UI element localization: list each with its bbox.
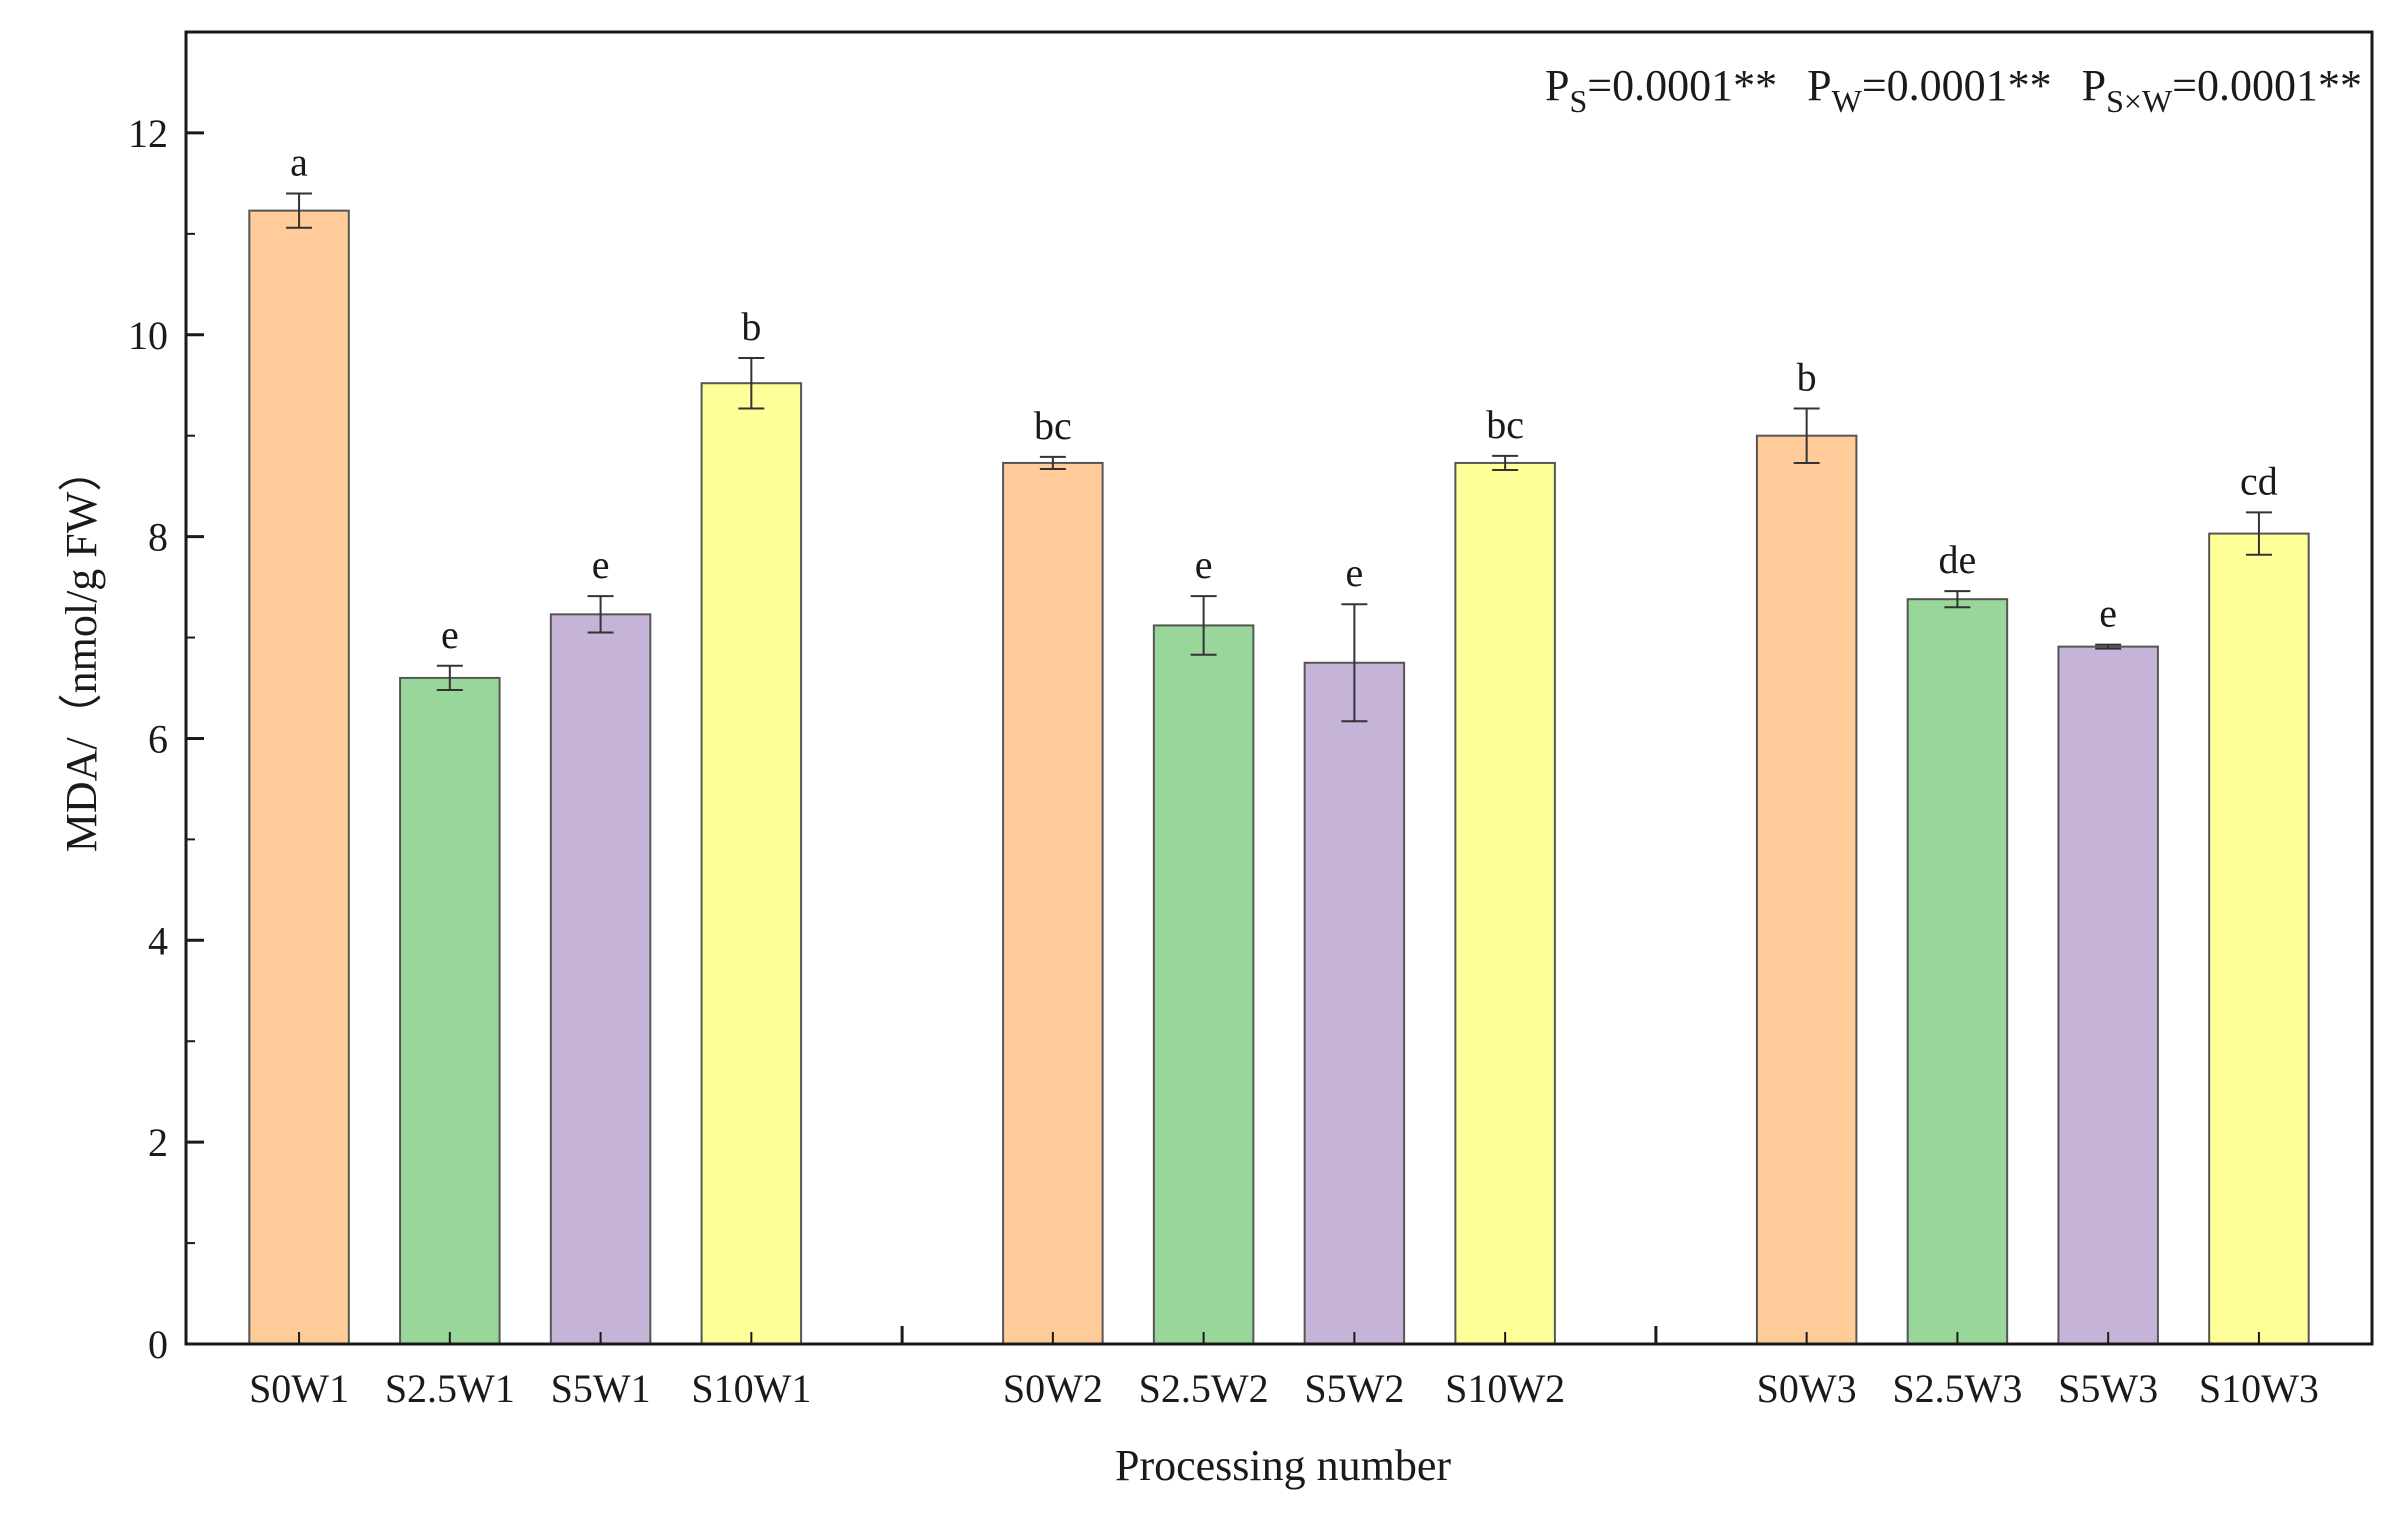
bar-s2-5w2 (1152, 624, 1255, 1345)
p-s-text: =0.0001** (1587, 61, 1777, 110)
y-tick-label: 2 (148, 1120, 168, 1165)
y-axis-title: MDA/（nmol/g FW） (57, 448, 106, 853)
significance-letter: e (1345, 550, 1363, 595)
p-w-sub: W (1832, 83, 1863, 119)
p-value-annotation: PS=0.0001** PW=0.0001** PS×W=0.0001** (1545, 61, 2362, 119)
x-axis-title: Processing number (1115, 1441, 1451, 1490)
significance-letter: cd (2240, 458, 2278, 503)
significance-letter: a (290, 139, 308, 184)
significance-letter: bc (1486, 402, 1524, 447)
bar-s0w3 (1755, 434, 1858, 1345)
p-sw-text: =0.0001** (2172, 61, 2362, 110)
significance-letter: e (1195, 542, 1213, 587)
y-tick-label: 8 (148, 515, 168, 560)
bar-s2-5w1 (399, 676, 501, 1345)
p-s-sub: S (1570, 83, 1588, 119)
bar-s5w1 (549, 613, 652, 1345)
bar-s10w1 (700, 382, 803, 1346)
bar-s0w1 (248, 209, 350, 1346)
bar-s5w3 (2057, 645, 2159, 1345)
bar-s10w3 (2208, 532, 2310, 1345)
bar-s10w2 (1454, 461, 1556, 1345)
y-tick-label: 10 (128, 313, 168, 358)
y-tick-label: 12 (128, 111, 168, 156)
x-tick-label: S10W1 (691, 1366, 811, 1411)
x-tick-label: S10W3 (2199, 1366, 2319, 1411)
bar-s5w2 (1303, 661, 1406, 1345)
bars-layer (248, 192, 2310, 1346)
x-tick-label: S2.5W2 (1139, 1366, 1269, 1411)
x-tick-label: S0W1 (249, 1366, 349, 1411)
significance-letter: e (2099, 591, 2117, 636)
significance-letter: de (1939, 537, 1977, 582)
bar-s2-5w3 (1906, 598, 2009, 1345)
p-w-text: =0.0001** (1862, 61, 2052, 110)
x-tick-label: S5W2 (1304, 1366, 1404, 1411)
x-tick-label: S2.5W1 (385, 1366, 515, 1411)
x-tick-label: S0W3 (1757, 1366, 1857, 1411)
significance-letter: e (592, 542, 610, 587)
x-tick-label: S10W2 (1445, 1366, 1565, 1411)
x-tick-label: S5W3 (2058, 1366, 2158, 1411)
labels-layer: a S0W1 e S2.5W1 e S5W1 b S10W1 bc S0W2 e S2.5W2 e S5W… (128, 111, 2319, 1411)
significance-letter: b (1797, 354, 1817, 399)
y-tick-label: 0 (148, 1322, 168, 1367)
axes-layer (184, 30, 2374, 1346)
p-w-base: P (1807, 61, 1831, 110)
x-tick-label: S0W2 (1003, 1366, 1103, 1411)
p-s-base: P (1545, 61, 1569, 110)
p-sw-sub: S×W (2106, 83, 2173, 119)
plot-frame (184, 30, 2374, 1346)
x-tick-label: S5W1 (551, 1366, 651, 1411)
y-tick-label: 6 (148, 716, 168, 761)
x-tick-label: S2.5W3 (1892, 1366, 2022, 1411)
significance-letter: e (441, 612, 459, 657)
significance-letter: b (741, 304, 761, 349)
significance-letter: bc (1034, 403, 1072, 448)
y-tick-label: 4 (148, 918, 168, 963)
p-sw-base: P (2082, 61, 2106, 110)
bar-s0w2 (1002, 461, 1104, 1345)
